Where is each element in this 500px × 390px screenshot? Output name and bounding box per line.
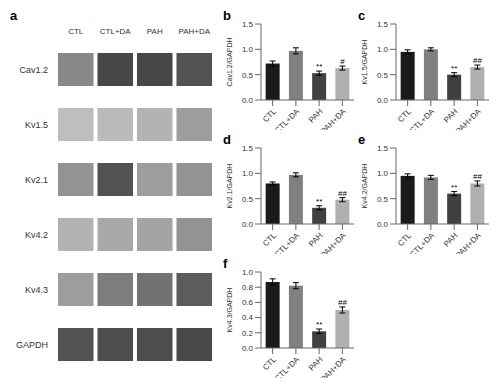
svg-text:Kv1.5: Kv1.5 [25,120,48,130]
svg-text:1.0: 1.0 [377,45,389,54]
svg-text:Cav1.2/GAPDH: Cav1.2/GAPDH [226,37,233,86]
html-text:d: d [223,132,231,147]
svg-text:PAH+DA: PAH+DA [319,107,348,130]
svg-text:CTL: CTL [261,355,278,372]
svg-text:Kv1.5/GAPDH: Kv1.5/GAPDH [361,40,368,85]
svg-text:1.0: 1.0 [242,268,254,277]
svg-text:Cav1.2: Cav1.2 [19,65,48,75]
svg-text:1.0: 1.0 [242,45,254,54]
html-text:b: b [223,8,231,23]
svg-text:0.0: 0.0 [377,96,389,105]
svg-text:0.0: 0.0 [242,220,254,229]
svg-text:PAH+DA: PAH+DA [178,27,210,36]
html-text:e: e [358,132,366,147]
svg-text:**: ** [316,197,322,206]
svg-text:**: ** [451,183,457,192]
svg-text:0.0: 0.0 [242,344,254,353]
svg-text:PAH: PAH [147,27,163,36]
svg-text:CTL: CTL [261,107,278,124]
svg-text:0.5: 0.5 [377,71,389,80]
svg-text:CTL: CTL [68,27,84,36]
svg-text:Kv2.1/GAPDH: Kv2.1/GAPDH [226,164,233,209]
svg-text:0.0: 0.0 [377,220,389,229]
svg-text:Kv4.3/GAPDH: Kv4.3/GAPDH [226,288,233,333]
svg-text:CTL+DA: CTL+DA [100,27,132,36]
svg-text:CTL: CTL [396,107,413,124]
svg-text:GAPDH: GAPDH [16,340,48,350]
svg-text:CTL+DA: CTL+DA [408,231,437,254]
svg-text:0.5: 0.5 [377,195,389,204]
html-text:f: f [223,256,228,271]
svg-text:CTL: CTL [261,231,278,248]
svg-text:CTL: CTL [396,231,413,248]
svg-text:CTL+DA: CTL+DA [408,107,437,130]
svg-text:1.5: 1.5 [242,20,254,29]
svg-text:##: ## [338,189,347,198]
svg-text:0.6: 0.6 [242,298,254,307]
svg-text:PAH: PAH [307,355,325,373]
svg-text:**: ** [451,64,457,73]
html-text:a: a [10,8,18,23]
svg-text:Kv4.2/GAPDH: Kv4.2/GAPDH [361,164,368,209]
svg-text:1.0: 1.0 [377,169,389,178]
svg-text:CTL+DA: CTL+DA [273,231,302,254]
svg-text:Kv2.1: Kv2.1 [25,175,48,185]
svg-text:**: ** [316,320,322,329]
svg-text:CTL+DA: CTL+DA [273,355,302,378]
svg-text:PAH: PAH [307,107,325,125]
svg-text:##: ## [473,56,482,65]
svg-text:PAH: PAH [442,107,460,125]
svg-text:0.8: 0.8 [242,283,254,292]
svg-text:0.5: 0.5 [242,195,254,204]
svg-text:PAH: PAH [442,231,460,249]
svg-text:0.4: 0.4 [242,313,254,322]
svg-text:1.0: 1.0 [242,169,254,178]
svg-text:1.5: 1.5 [377,20,389,29]
svg-text:1.5: 1.5 [377,144,389,153]
svg-text:Kv4.2: Kv4.2 [25,230,48,240]
svg-text:0.0: 0.0 [242,96,254,105]
svg-text:**: ** [316,62,322,71]
svg-text:##: ## [473,172,482,181]
svg-text:PAH+DA: PAH+DA [454,107,483,130]
svg-text:##: ## [338,298,347,307]
svg-text:CTL+DA: CTL+DA [273,107,302,130]
svg-text:Kv4.3: Kv4.3 [25,285,48,295]
svg-text:0.5: 0.5 [242,71,254,80]
svg-text:PAH+DA: PAH+DA [454,231,483,254]
svg-text:PAH+DA: PAH+DA [319,231,348,254]
svg-text:#: # [340,57,345,66]
svg-text:PAH+DA: PAH+DA [319,355,348,378]
svg-text:PAH: PAH [307,231,325,249]
html-text:c: c [358,8,366,23]
svg-text:1.5: 1.5 [242,144,254,153]
svg-text:0.2: 0.2 [242,329,254,338]
